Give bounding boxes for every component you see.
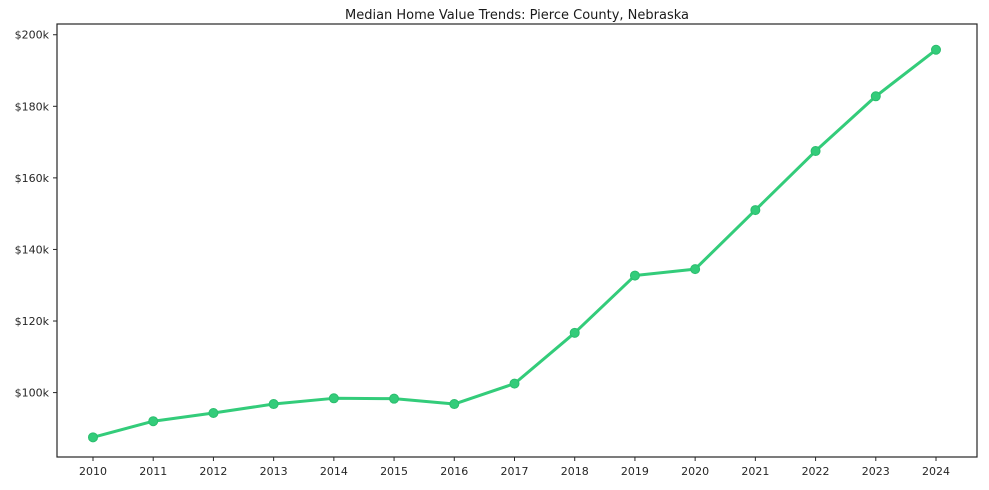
x-tick-label: 2020 <box>681 465 709 478</box>
data-point <box>690 264 701 275</box>
y-tick-label: $160k <box>15 172 50 185</box>
x-tick-label: 2022 <box>802 465 830 478</box>
data-point <box>569 327 580 338</box>
y-tick-label: $200k <box>15 29 50 42</box>
plot-area-border <box>56 23 978 458</box>
data-point <box>629 270 640 281</box>
data-point <box>931 44 941 55</box>
x-tick-label: 2021 <box>741 465 769 478</box>
data-point <box>870 91 881 102</box>
data-point <box>148 416 159 427</box>
data-point <box>328 393 339 404</box>
data-point <box>449 399 460 410</box>
x-tick-label: 2023 <box>862 465 890 478</box>
data-point <box>810 146 821 157</box>
y-tick-label: $100k <box>15 387 50 400</box>
x-tick-label: 2016 <box>440 465 468 478</box>
x-tick-label: 2011 <box>139 465 167 478</box>
x-tick-label: 2015 <box>380 465 408 478</box>
y-tick-label: $180k <box>15 100 50 113</box>
data-point <box>268 399 279 410</box>
y-tick-label: $140k <box>15 243 50 256</box>
data-point <box>509 378 520 389</box>
x-tick-label: 2010 <box>79 465 107 478</box>
x-tick-label: 2013 <box>260 465 288 478</box>
x-tick-label: 2019 <box>621 465 649 478</box>
chart-title: Median Home Value Trends: Pierce County,… <box>344 8 690 23</box>
data-point <box>88 432 98 443</box>
y-tick-label: $120k <box>15 315 50 328</box>
x-tick-label: 2014 <box>320 465 348 478</box>
data-point <box>208 407 219 418</box>
x-tick-label: 2017 <box>501 465 529 478</box>
x-tick-label: 2012 <box>199 465 227 478</box>
x-tick-label: 2024 <box>922 465 950 478</box>
x-tick-label: 2018 <box>561 465 589 478</box>
data-point <box>750 205 761 216</box>
data-point <box>389 393 400 404</box>
